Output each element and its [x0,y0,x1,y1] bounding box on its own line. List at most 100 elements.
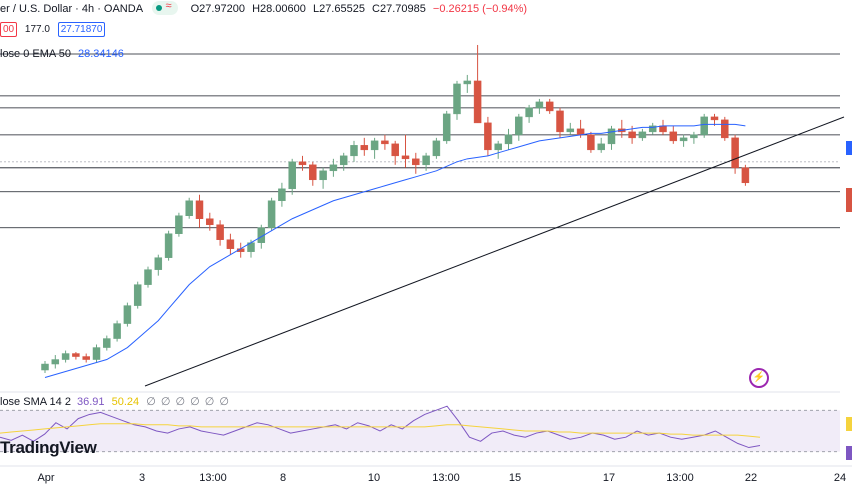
rsi-legend[interactable]: lose SMA 14 2 36.91 50.24 ∅ ∅ ∅ ∅ ∅ ∅ [0,395,230,408]
candle[interactable] [103,335,111,351]
x-tick-label: 24 [833,472,847,484]
rsi-ma-line[interactable] [0,423,761,438]
candle[interactable] [319,167,327,189]
spread-value: 177.0 [24,24,50,35]
close-value: C27.70985 [372,2,426,15]
candle[interactable] [164,230,173,261]
candle[interactable] [638,128,647,141]
candle[interactable] [144,266,152,288]
trend-line[interactable] [144,116,845,387]
candle[interactable] [669,125,678,144]
rsi-pane [0,405,840,453]
symbol-title: er / U.S. Dollar · 4h · OANDA [0,2,143,15]
candle[interactable] [412,152,420,174]
candle[interactable] [473,44,482,124]
candle[interactable] [309,161,317,186]
eye-toggle[interactable]: ≈ [151,0,178,15]
candle[interactable] [566,122,575,135]
candle[interactable] [195,194,204,228]
high-value: H28.00600 [252,2,306,15]
candle[interactable] [700,113,708,138]
change-value: −0.26215 (−0.94%) [432,2,528,15]
candle[interactable] [329,158,338,177]
candle[interactable] [370,137,379,159]
candle[interactable] [690,131,698,144]
candle[interactable] [679,134,688,147]
candle[interactable] [484,116,492,156]
candle[interactable] [133,281,142,309]
rsi-tag-yellow [846,417,852,431]
candle[interactable] [432,137,441,159]
symbol-header: er / U.S. Dollar · 4h · OANDA ≈ O27.9720… [0,0,528,16]
candle[interactable] [556,107,564,138]
candle[interactable] [226,233,235,255]
candle[interactable] [607,125,616,150]
x-tick-label: 15 [508,472,522,484]
x-tick-label: 13:00 [432,472,460,484]
candle[interactable] [494,140,502,159]
candle[interactable] [267,197,276,231]
buy-price[interactable]: 27.71870 [57,22,106,37]
candle[interactable] [525,104,533,123]
low-value: L27.65525 [312,2,365,15]
candle[interactable] [391,140,399,165]
ema-legend[interactable]: lose 0 EMA 50 28.34146 [0,48,124,60]
candle[interactable] [535,98,544,114]
open-value: O27.97200 [190,2,245,15]
candle[interactable] [41,361,49,374]
sell-price[interactable]: 00 [0,22,18,37]
rsi-tag-purple [846,446,852,460]
x-tick-label: 10 [367,472,381,484]
candle[interactable] [92,344,101,363]
candle[interactable] [154,254,163,276]
rsi-ma-value: 50.24 [111,396,140,408]
candle[interactable] [721,116,729,141]
candle[interactable] [422,152,430,171]
candle[interactable] [216,220,224,246]
rsi-empty-values: ∅ ∅ ∅ ∅ ∅ ∅ [146,396,230,408]
candle[interactable] [72,352,80,360]
candle[interactable] [648,122,657,135]
candle[interactable] [515,113,523,141]
candle[interactable] [504,128,513,150]
candle[interactable] [545,98,554,114]
flash-icon[interactable]: ⚡ [749,368,769,388]
candle[interactable] [175,212,183,237]
price-tag-red [846,188,852,212]
x-tick-label: 13:00 [199,472,227,484]
candle[interactable] [360,137,369,156]
candle[interactable] [442,110,451,144]
x-tick-label: 13:00 [666,472,694,484]
overlays [44,116,845,387]
candle[interactable] [350,140,358,162]
candle[interactable] [741,164,750,186]
candle[interactable] [278,182,286,207]
candle[interactable] [587,131,595,153]
candle[interactable] [185,197,193,219]
candle[interactable] [401,134,410,168]
candle[interactable] [206,212,214,231]
price-row: 00 177.0 27.71870 [0,22,106,37]
candle[interactable] [381,134,389,150]
candle[interactable] [463,74,472,93]
horizontal-levels [0,53,852,467]
candles [41,44,750,374]
candle[interactable] [123,302,132,327]
candle[interactable] [597,137,605,153]
candle[interactable] [453,80,461,120]
rsi-label: lose SMA 14 2 [0,396,71,408]
visibility-dot-icon [155,5,162,11]
candle[interactable] [731,134,739,174]
candle[interactable] [659,119,667,135]
ema-line[interactable] [44,123,746,378]
candle[interactable] [288,158,296,195]
candle[interactable] [82,353,90,363]
x-tick-label: 8 [279,472,287,484]
candle[interactable] [61,350,70,363]
candle[interactable] [113,320,121,342]
candle[interactable] [298,155,307,171]
candle[interactable] [51,355,60,369]
candle[interactable] [339,152,348,171]
rsi-value: 36.91 [77,396,105,408]
